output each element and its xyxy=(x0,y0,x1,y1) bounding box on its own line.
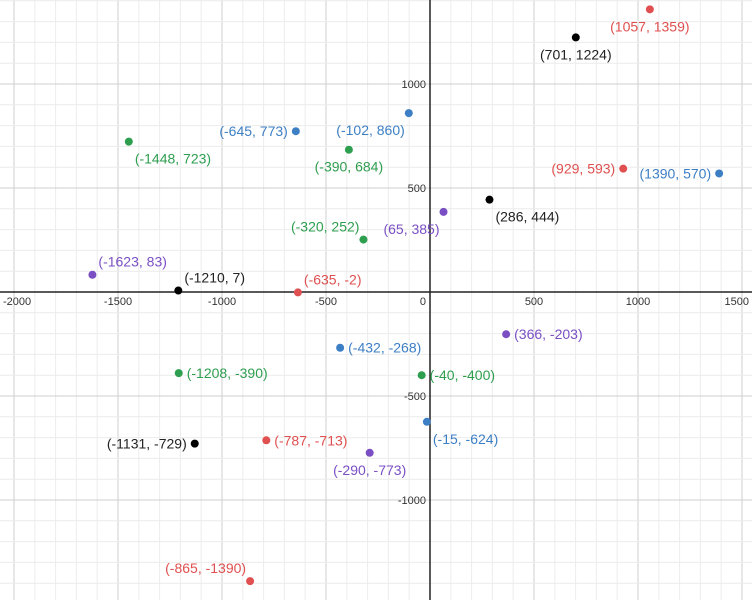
data-point-label: (-635, -2) xyxy=(304,271,362,287)
data-point-label: (65, 385) xyxy=(383,221,439,237)
data-point-label: (-390, 684) xyxy=(315,159,383,175)
data-point-label: (-1208, -390) xyxy=(187,365,268,381)
data-point xyxy=(88,270,97,279)
data-point xyxy=(344,145,353,154)
x-tick-label: 500 xyxy=(525,296,543,308)
data-point-label: (-15, -624) xyxy=(433,431,498,447)
y-tick-label: -500 xyxy=(404,391,426,403)
data-point-label: (-40, -400) xyxy=(430,367,495,383)
data-point-label: (366, -203) xyxy=(514,326,582,342)
data-point xyxy=(190,439,199,448)
data-point xyxy=(404,109,413,118)
data-point xyxy=(417,371,426,380)
data-point-label: (-1131, -729) xyxy=(107,436,187,452)
data-point xyxy=(715,169,724,178)
data-point xyxy=(262,436,271,445)
x-tick-label: -500 xyxy=(315,296,337,308)
data-point xyxy=(246,577,255,586)
data-point xyxy=(336,343,345,352)
data-point-label: (1057, 1359) xyxy=(610,18,689,34)
data-point-label: (-1448, 723) xyxy=(135,151,211,167)
data-point xyxy=(422,417,431,426)
x-tick-label: -2000 xyxy=(3,296,31,308)
x-tick-label: 1000 xyxy=(626,296,650,308)
data-point-label: (-102, 860) xyxy=(336,122,404,138)
data-point xyxy=(439,207,448,216)
data-point-label: (-1210, 7) xyxy=(184,270,245,286)
data-point xyxy=(619,164,628,173)
data-point xyxy=(365,448,374,457)
data-point-label: (701, 1224) xyxy=(540,46,612,62)
y-tick-label: 500 xyxy=(408,183,426,195)
x-tick-label: -1500 xyxy=(104,296,132,308)
data-point-label: (-320, 252) xyxy=(291,219,359,235)
y-tick-label: -1000 xyxy=(398,495,426,507)
data-point xyxy=(485,195,494,204)
data-point xyxy=(124,137,133,146)
data-point-label: (286, 444) xyxy=(495,209,559,225)
x-tick-label: -1000 xyxy=(208,296,236,308)
x-tick-label: 1500 xyxy=(725,296,749,308)
data-point-label: (-645, 773) xyxy=(219,123,287,139)
data-point-label: (-865, -1390) xyxy=(165,560,246,576)
data-point xyxy=(291,127,300,136)
data-point xyxy=(571,33,580,42)
data-point xyxy=(502,330,511,339)
data-point-label: (929, 593) xyxy=(551,161,615,177)
data-point xyxy=(359,235,368,244)
data-point-label: (1390, 570) xyxy=(640,165,712,181)
data-point xyxy=(174,369,183,378)
data-point xyxy=(293,288,302,297)
data-point xyxy=(174,286,183,295)
y-tick-label: 1000 xyxy=(402,79,426,91)
data-point-label: (-1623, 83) xyxy=(98,254,166,270)
data-point-label: (-290, -773) xyxy=(333,462,406,478)
data-point-label: (-432, -268) xyxy=(348,340,421,356)
data-point xyxy=(645,5,654,14)
x-tick-label: 0 xyxy=(420,296,426,308)
data-point-label: (-787, -713) xyxy=(274,432,347,448)
